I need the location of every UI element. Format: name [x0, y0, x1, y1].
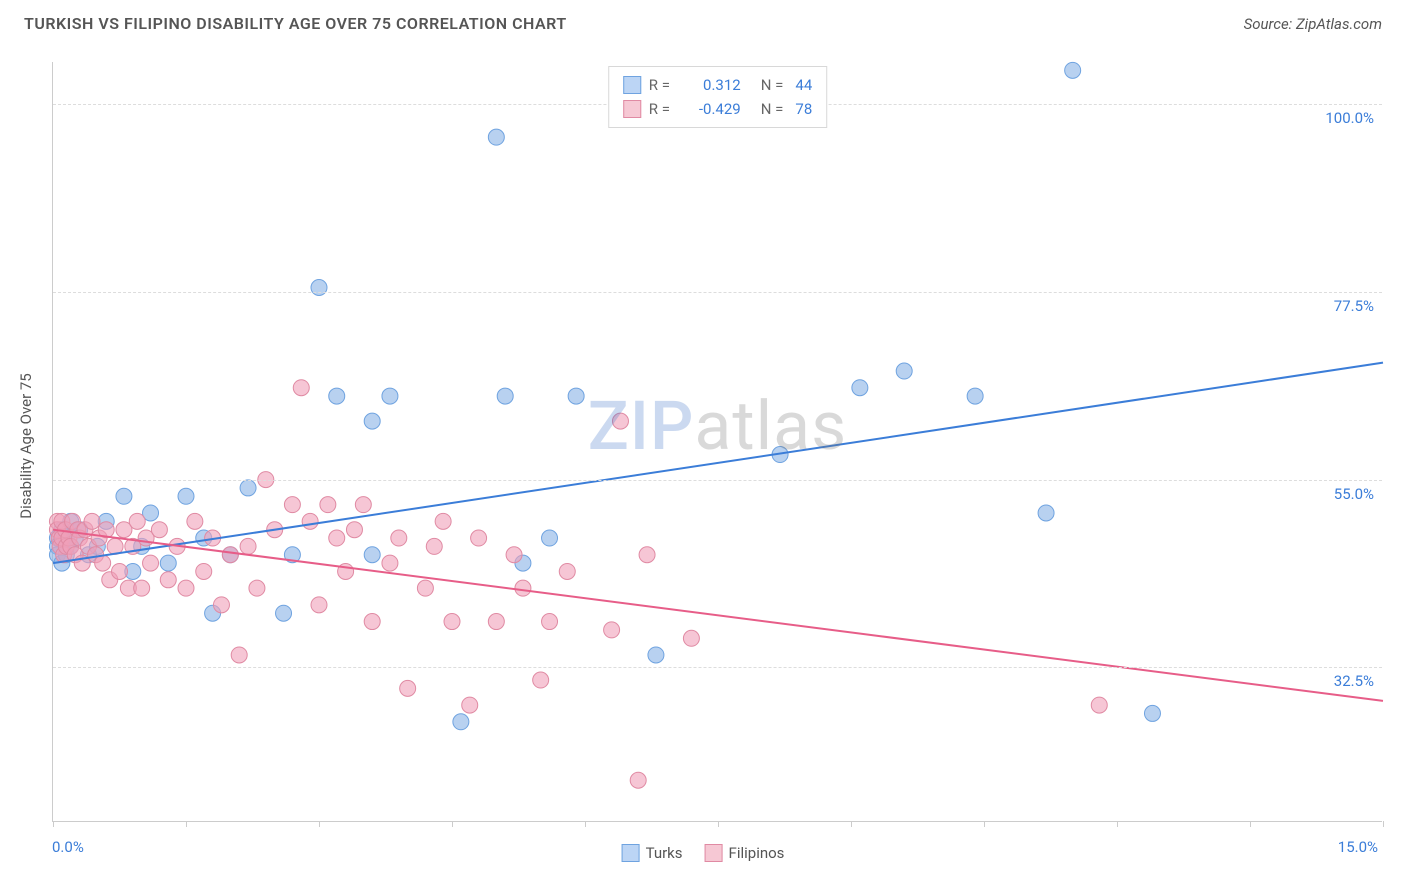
- data-point: [630, 772, 646, 788]
- data-point: [612, 413, 628, 429]
- data-point: [896, 363, 912, 379]
- data-point: [160, 572, 176, 588]
- data-point: [364, 547, 380, 563]
- legend-row-filipinos: R = -0.429 N = 78: [623, 97, 813, 121]
- data-point: [542, 530, 558, 546]
- n-value-turks: 44: [795, 73, 812, 97]
- data-point: [426, 538, 442, 554]
- data-point: [187, 513, 203, 529]
- legend-label-turks: Turks: [646, 844, 683, 862]
- data-point: [364, 413, 380, 429]
- x-min-label: 0.0%: [52, 838, 84, 856]
- data-point: [559, 563, 575, 579]
- n-value-filipinos: 78: [795, 97, 812, 121]
- data-point: [240, 480, 256, 496]
- data-point: [471, 530, 487, 546]
- data-point: [435, 513, 451, 529]
- data-point: [453, 714, 469, 730]
- data-point: [231, 647, 247, 663]
- trend-line: [53, 363, 1383, 563]
- data-point: [967, 388, 983, 404]
- swatch-blue-icon: [622, 844, 640, 862]
- data-point: [293, 380, 309, 396]
- data-point: [302, 513, 318, 529]
- correlation-legend: R = 0.312 N = 44 R = -0.429 N = 78: [608, 66, 828, 128]
- y-tick-label: 77.5%: [1334, 297, 1374, 315]
- data-point: [129, 513, 145, 529]
- data-point: [1065, 62, 1081, 78]
- y-tick-label: 55.0%: [1334, 485, 1374, 503]
- swatch-blue-icon: [623, 76, 641, 94]
- data-point: [284, 497, 300, 513]
- r-value-filipinos: -0.429: [685, 97, 741, 121]
- data-point: [683, 630, 699, 646]
- data-point: [391, 530, 407, 546]
- data-point: [568, 388, 584, 404]
- data-point: [311, 597, 327, 613]
- legend-item-filipinos: Filipinos: [705, 844, 785, 862]
- data-point: [515, 580, 531, 596]
- chart-plot-area: ZIPatlas R = 0.312 N = 44 R = -0.429 N =…: [52, 62, 1382, 822]
- data-point: [444, 614, 460, 630]
- legend-item-turks: Turks: [622, 844, 683, 862]
- data-point: [364, 614, 380, 630]
- data-point: [112, 563, 128, 579]
- data-point: [160, 555, 176, 571]
- data-point: [542, 614, 558, 630]
- data-point: [196, 563, 212, 579]
- trend-line: [53, 530, 1383, 701]
- data-point: [249, 580, 265, 596]
- legend-label-filipinos: Filipinos: [729, 844, 785, 862]
- data-point: [320, 497, 336, 513]
- data-point: [240, 538, 256, 554]
- data-point: [355, 497, 371, 513]
- data-point: [1038, 505, 1054, 521]
- data-point: [382, 555, 398, 571]
- data-point: [134, 580, 150, 596]
- data-point: [400, 680, 416, 696]
- data-point: [852, 380, 868, 396]
- data-point: [462, 697, 478, 713]
- data-point: [648, 647, 664, 663]
- y-tick-label: 32.5%: [1334, 672, 1374, 690]
- data-point: [533, 672, 549, 688]
- x-max-label: 15.0%: [1338, 838, 1378, 856]
- data-point: [382, 388, 398, 404]
- data-point: [488, 614, 504, 630]
- data-point: [506, 547, 522, 563]
- data-point: [604, 622, 620, 638]
- data-point: [417, 580, 433, 596]
- data-point: [143, 555, 159, 571]
- data-point: [1144, 705, 1160, 721]
- y-axis-label: Disability Age Over 75: [17, 373, 35, 518]
- r-value-turks: 0.312: [685, 73, 741, 97]
- scatter-svg: [53, 62, 1382, 821]
- data-point: [346, 522, 362, 538]
- data-point: [222, 547, 238, 563]
- data-point: [639, 547, 655, 563]
- swatch-pink-icon: [705, 844, 723, 862]
- data-point: [95, 555, 111, 571]
- data-point: [178, 488, 194, 504]
- data-point: [488, 129, 504, 145]
- data-point: [311, 279, 327, 295]
- chart-title: TURKISH VS FILIPINO DISABILITY AGE OVER …: [24, 14, 567, 33]
- swatch-pink-icon: [623, 100, 641, 118]
- data-point: [178, 580, 194, 596]
- data-point: [497, 388, 513, 404]
- data-point: [276, 605, 292, 621]
- source-label: Source: ZipAtlas.com: [1244, 15, 1382, 33]
- data-point: [1091, 697, 1107, 713]
- legend-row-turks: R = 0.312 N = 44: [623, 73, 813, 97]
- data-point: [329, 530, 345, 546]
- series-legend: Turks Filipinos: [622, 844, 785, 862]
- data-point: [329, 388, 345, 404]
- data-point: [151, 522, 167, 538]
- data-point: [84, 513, 100, 529]
- data-point: [213, 597, 229, 613]
- data-point: [116, 488, 132, 504]
- y-tick-label: 100.0%: [1325, 109, 1374, 127]
